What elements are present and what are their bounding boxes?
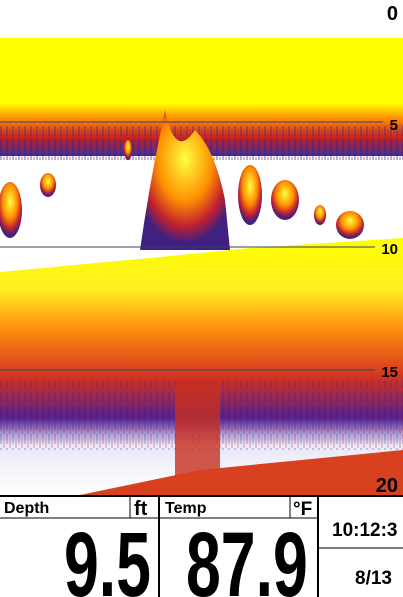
scale-label: 0 bbox=[387, 3, 398, 25]
depth-label: Depth bbox=[4, 500, 49, 517]
scale-label: 15 bbox=[381, 364, 398, 381]
depth-value: 9.5 bbox=[64, 513, 151, 597]
time: 10:12:3 bbox=[332, 520, 398, 541]
sonar-view: 0 5 10 15 20 bbox=[0, 3, 403, 497]
temp-label: Temp bbox=[165, 500, 207, 517]
info-panel: Depth ft 9.5 Temp °F 87.9 10:12:3 8/13 bbox=[0, 495, 403, 597]
scale-label: 10 bbox=[381, 241, 398, 258]
date: 8/13 bbox=[355, 568, 392, 589]
temp-unit: °F bbox=[293, 499, 312, 520]
temp-value: 87.9 bbox=[186, 513, 308, 597]
scale-label: 20 bbox=[376, 475, 398, 497]
depth-unit: ft bbox=[134, 498, 148, 520]
scale-label: 5 bbox=[390, 117, 398, 134]
